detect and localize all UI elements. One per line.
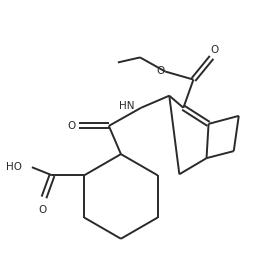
Text: HO: HO — [6, 162, 22, 172]
Text: HN: HN — [119, 101, 135, 111]
Text: O: O — [39, 205, 47, 216]
Text: O: O — [210, 45, 219, 55]
Text: O: O — [67, 121, 76, 131]
Text: O: O — [156, 65, 164, 76]
